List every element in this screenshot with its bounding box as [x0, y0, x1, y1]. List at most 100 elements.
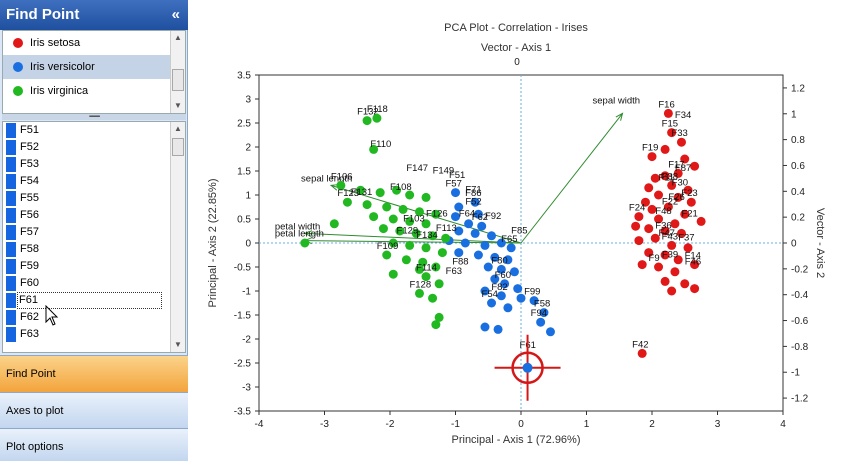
data-point: [496, 264, 506, 274]
data-point: [480, 240, 490, 250]
data-point: [454, 226, 464, 236]
species-scrollbar[interactable]: ▲ ▼: [170, 31, 185, 113]
data-point-label: F17: [668, 159, 684, 170]
data-point-label: F46: [685, 257, 701, 268]
scroll-up-arrow-icon[interactable]: ▲: [174, 124, 182, 133]
scroll-up-arrow-icon[interactable]: ▲: [174, 33, 182, 42]
data-point: [369, 212, 379, 222]
data-point: [437, 248, 447, 258]
data-point: [660, 171, 670, 181]
data-point: [451, 188, 460, 198]
scroll-thumb[interactable]: [172, 69, 184, 91]
data-point: [536, 317, 546, 327]
point-list-item[interactable]: F58: [3, 241, 185, 258]
data-point-label: F129: [397, 225, 419, 236]
point-list-item[interactable]: F61: [3, 292, 185, 309]
data-point: [545, 327, 555, 337]
data-point-label: F123: [337, 188, 359, 199]
points-scrollbar[interactable]: ▲ ▼: [170, 122, 185, 352]
species-label: Iris versicolor: [30, 61, 95, 73]
nav-find-point-button[interactable]: Find Point: [0, 355, 188, 392]
collapse-panel-icon[interactable]: «: [171, 6, 180, 23]
scroll-down-arrow-icon[interactable]: ▼: [174, 340, 182, 349]
data-point: [356, 185, 366, 195]
point-color-swatch: [6, 242, 16, 257]
y-tick-label: 1: [245, 191, 251, 202]
y-tick-label: -3: [242, 383, 251, 394]
species-list[interactable]: Iris setosa Iris versicolor Iris virgini…: [2, 30, 186, 114]
data-point-label: F87: [675, 163, 691, 174]
data-point: [375, 188, 385, 198]
points-list[interactable]: F51 F52 F53 F54 F55 F56 F57 F58 F59 F60 F61 F62 F63 …: [2, 121, 186, 353]
data-point: [667, 180, 677, 190]
right-tick-label: -0.8: [791, 342, 809, 353]
point-list-item[interactable]: F56: [3, 207, 185, 224]
data-point: [464, 219, 474, 229]
data-point-label: F51: [449, 170, 465, 181]
point-list-item[interactable]: F51: [3, 122, 185, 139]
point-list-item[interactable]: F52: [3, 139, 185, 156]
data-point-label: F16: [658, 99, 674, 110]
point-list-item[interactable]: F59: [3, 258, 185, 275]
panel-splitter[interactable]: ▪▪▪▪▪▪▪▪▪: [2, 114, 186, 120]
scroll-down-arrow-icon[interactable]: ▼: [174, 101, 182, 110]
data-point: [650, 233, 660, 243]
species-item-versicolor[interactable]: Iris versicolor: [3, 55, 185, 79]
point-color-swatch: [6, 140, 16, 155]
point-list-item[interactable]: F57: [3, 224, 185, 241]
points-list-items: F51 F52 F53 F54 F55 F56 F57 F58 F59 F60 F61 F62 F63: [3, 122, 185, 343]
nav-axes-to-plot-button[interactable]: Axes to plot: [0, 392, 188, 428]
data-point: [473, 250, 483, 260]
y-tick-label: -1: [242, 287, 251, 298]
data-point: [477, 221, 487, 231]
data-point-label: F64: [459, 209, 475, 220]
y-tick-label: -3.5: [234, 407, 252, 418]
point-color-swatch: [6, 191, 16, 206]
point-list-item[interactable]: F63: [3, 326, 185, 343]
point-list-item[interactable]: F62: [3, 309, 185, 326]
data-point: [405, 216, 415, 226]
data-point: [441, 233, 451, 243]
nav-plot-options-button[interactable]: Plot options: [0, 428, 188, 461]
data-point: [683, 243, 693, 253]
species-item-virginica[interactable]: Iris virginica: [3, 79, 185, 103]
data-point-label: F39: [662, 249, 678, 260]
right-tick-label: 0.2: [791, 213, 805, 224]
data-point: [506, 243, 516, 253]
x-tick-label: 4: [780, 419, 786, 430]
point-list-item[interactable]: F55: [3, 190, 185, 207]
right-axis-title: Vector - Axis 2: [814, 208, 826, 278]
data-point-label: F88: [452, 257, 468, 268]
data-point: [451, 212, 460, 222]
data-point-label: F103: [403, 213, 425, 224]
right-tick-label: -0.2: [791, 264, 809, 275]
scroll-thumb[interactable]: [172, 138, 184, 156]
red-dot-icon: [13, 38, 23, 48]
point-label: F58: [20, 243, 39, 255]
data-point: [480, 322, 490, 332]
data-point: [421, 219, 431, 229]
species-item-setosa[interactable]: Iris setosa: [3, 31, 185, 55]
data-point: [650, 173, 660, 183]
data-point-label: F37: [678, 233, 694, 244]
point-color-swatch: [6, 174, 16, 189]
x-tick-label: -3: [320, 419, 329, 430]
vector-label: sepal length: [301, 173, 352, 184]
data-point: [637, 348, 647, 358]
point-list-item[interactable]: F53: [3, 156, 185, 173]
data-point: [690, 260, 700, 270]
point-label: F51: [20, 124, 39, 136]
point-list-item[interactable]: F54: [3, 173, 185, 190]
highlighted-data-point: [522, 362, 533, 373]
right-tick-label: 0.4: [791, 187, 805, 198]
point-list-item[interactable]: F60: [3, 275, 185, 292]
data-point-label: F34: [675, 110, 691, 121]
right-tick-label: -0.4: [791, 290, 809, 301]
data-point: [686, 197, 696, 207]
data-point: [640, 197, 650, 207]
point-label: F55: [20, 192, 39, 204]
right-tick-label: -1: [791, 368, 800, 379]
point-color-swatch: [6, 208, 16, 223]
data-point: [382, 250, 392, 260]
